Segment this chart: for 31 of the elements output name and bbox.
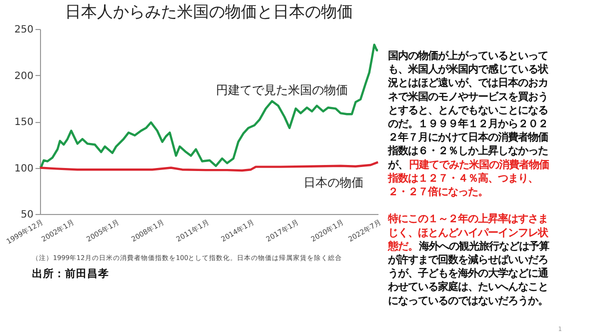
text: 海外への観光旅行などは予算 — [418, 240, 550, 252]
text: ２・２７倍になった。 — [388, 186, 488, 198]
text: わせている家庭は、たいへんなこと — [387, 281, 548, 294]
series-label: 日本の物価 — [304, 176, 364, 190]
text: 態だ。 — [387, 240, 418, 252]
text: 指数は１２７・４％高、つまり、 — [387, 172, 538, 184]
y-tick-label: 150 — [14, 117, 34, 128]
line-series — [38, 161, 380, 172]
text: も、米国人が米国内で感じている状 — [388, 64, 549, 76]
text: 況とはほど遠いが、では日本のおカ — [387, 77, 548, 90]
text: が許すまで回数を減らせばいいだろ — [387, 254, 548, 266]
y-tick-label: 50 — [20, 210, 34, 220]
text: 出所：前田昌孝 — [32, 267, 109, 280]
text: のだ。１９９９年１２月から２０２ — [388, 118, 548, 130]
line-series — [38, 44, 380, 169]
y-tick-label: 250 — [14, 24, 34, 36]
y-tick-label: 200 — [14, 70, 34, 82]
chart-title: 日本人からみた米国の物価と日本の物価 — [65, 2, 353, 21]
text: じく、ほとんどハイパーインフレ状 — [388, 226, 549, 239]
text: 指数は６・２％しか上昇しなかった — [387, 145, 548, 158]
text: とすると、とんでもないことになる — [388, 104, 548, 116]
text: になっているのではないだろうか。 — [388, 294, 548, 307]
text: うが、子どもを海外の大学などに通 — [388, 268, 549, 280]
text: 国内の物価が上がっているといって — [388, 50, 548, 62]
series-label: 円建てで見た米国の物価 — [216, 83, 348, 98]
text: 特にこの１～２年の上昇率はすさま — [387, 213, 548, 226]
text: ２年７月にかけて日本の消費者物価 — [388, 132, 548, 144]
y-tick-label: 100 — [14, 163, 34, 174]
text: ネで米国のモノやサービスを買おう — [388, 90, 548, 103]
text: が、 — [387, 158, 408, 171]
text: 円建てでみた米国の消費者物価 — [408, 158, 549, 171]
